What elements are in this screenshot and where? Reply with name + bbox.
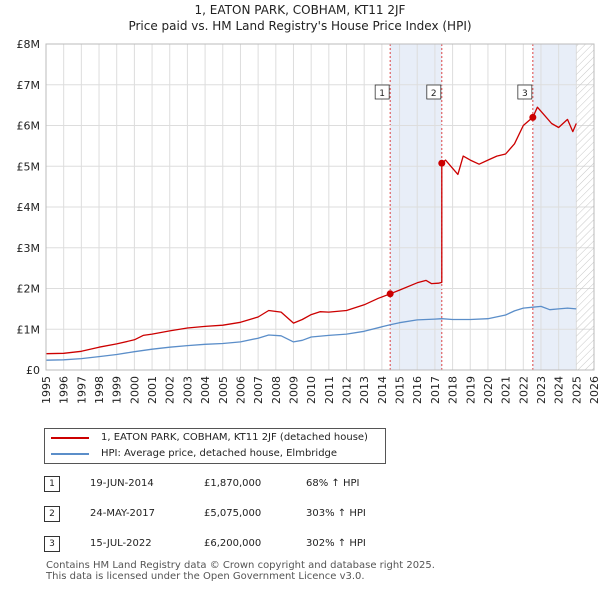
legend-label-property: 1, EATON PARK, COBHAM, KT11 2JF (detache… [101,432,368,443]
x-tick-label: 2020 [482,376,495,404]
sale-hpi-change: 302% ↑ HPI [306,538,366,549]
sale-date: 19-JUN-2014 [90,478,154,489]
sale-number-box [426,84,442,100]
x-tick-label: 2005 [217,376,230,404]
sale-date: 24-MAY-2017 [90,508,156,519]
x-tick-label: 2002 [164,376,177,404]
sale-number-label: 1 [379,89,385,99]
sale-point [529,113,537,121]
footer-line-2: This data is licensed under the Open Gov… [46,571,365,582]
x-tick-label: 2000 [128,376,141,404]
sale-number-label: 3 [522,89,528,99]
x-tick-label: 2018 [447,376,460,404]
x-tick-label: 2012 [341,376,354,404]
x-tick-label: 2021 [500,376,513,404]
sale-hpi-change: 68% ↑ HPI [306,478,360,489]
y-tick-label: £3M [17,242,41,255]
x-tick-label: 2001 [146,376,159,404]
x-tick-label: 2023 [535,376,548,404]
sale-row: 3 15-JUL-2022 £6,200,000 302% ↑ HPI [44,536,424,554]
y-tick-label: £6M [17,120,41,133]
sale-price: £1,870,000 [204,478,262,489]
plot-frame [45,43,595,371]
x-tick-label: 2024 [553,376,566,404]
y-tick-label: £1M [17,323,41,336]
x-tick-label: 2014 [376,376,389,404]
sale-row: 1 19-JUN-2014 £1,870,000 68% ↑ HPI [44,476,424,494]
x-tick-label: 1995 [40,376,53,404]
chart-subtitle: Price paid vs. HM Land Registry's House … [128,19,471,33]
x-tick-label: 2009 [287,376,300,404]
sale-number-badge: 3 [44,536,60,552]
legend-swatch-hpi [51,453,89,455]
sale-date: 15-JUL-2022 [90,538,152,549]
sale-row: 2 24-MAY-2017 £5,075,000 303% ↑ HPI [44,506,424,524]
sale-number-box [374,84,390,100]
sale-point [386,290,394,298]
x-tick-label: 2013 [358,376,371,404]
future-hatch-region [576,44,594,370]
x-tick-label: 1998 [93,376,106,404]
x-tick-label: 2019 [464,376,477,404]
sale-number-box [517,84,533,100]
sale-hpi-change: 303% ↑ HPI [306,508,366,519]
sale-price: £5,075,000 [204,508,262,519]
sale-number-badge: 2 [44,506,60,522]
series-line-hpi [45,305,577,361]
x-tick-label: 2017 [429,376,442,404]
x-tick-label: 1999 [111,376,124,404]
y-tick-label: £2M [17,283,41,296]
footer-line-1: Contains HM Land Registry data © Crown c… [46,560,435,571]
legend-label-hpi: HPI: Average price, detached house, Elmb… [101,448,338,459]
x-tick-label: 2025 [570,376,583,404]
sale-point [438,159,446,167]
y-tick-label: £5M [17,160,41,173]
x-tick-label: 2026 [588,376,600,404]
y-tick-label: £4M [17,201,41,214]
x-tick-label: 2007 [252,376,265,404]
x-tick-label: 2008 [270,376,283,404]
y-tick-label: £8M [17,38,41,51]
x-tick-label: 2010 [305,376,318,404]
y-tick-label: £0 [26,364,40,377]
x-tick-label: 1997 [75,376,88,404]
x-tick-label: 2004 [199,376,212,404]
price-chart: 1, EATON PARK, COBHAM, KT11 2JF Price pa… [17,3,600,404]
legend: 1, EATON PARK, COBHAM, KT11 2JF (detache… [44,428,386,464]
sale-number-label: 2 [431,89,437,99]
x-tick-label: 2015 [394,376,407,404]
sale-number-badge: 1 [44,476,60,492]
chart-title: 1, EATON PARK, COBHAM, KT11 2JF [195,3,406,17]
x-tick-label: 2011 [323,376,336,404]
legend-swatch-property [51,437,89,439]
x-tick-label: 2003 [181,376,194,404]
footer-credits: Contains HM Land Registry data © Crown c… [46,560,435,582]
x-tick-label: 2022 [517,376,530,404]
series-line-property [45,106,577,355]
sale-price: £6,200,000 [204,538,262,549]
x-tick-label: 2016 [411,376,424,404]
y-tick-label: £7M [17,79,41,92]
x-tick-label: 1996 [58,376,71,404]
x-tick-label: 2006 [234,376,247,404]
